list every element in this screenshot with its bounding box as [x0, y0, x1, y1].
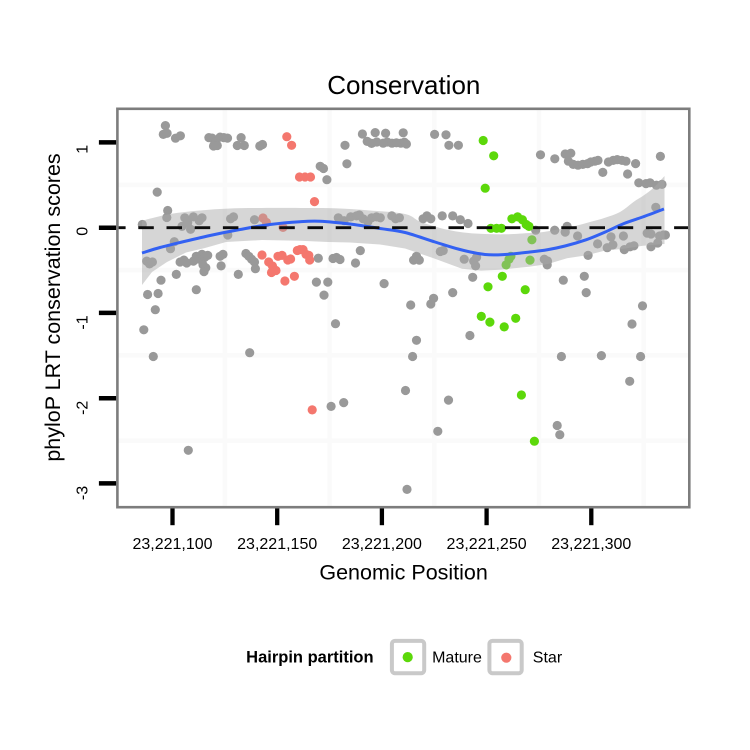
svg-text:23,221,150: 23,221,150: [237, 536, 317, 553]
svg-text:Conservation: Conservation: [327, 70, 480, 100]
svg-text:1: 1: [75, 145, 92, 154]
svg-text:Star: Star: [533, 649, 563, 666]
svg-text:phyloP LRT conservation scores: phyloP LRT conservation scores: [41, 153, 65, 461]
svg-text:-1: -1: [75, 315, 92, 329]
svg-text:-3: -3: [75, 486, 92, 500]
svg-text:-2: -2: [75, 401, 92, 415]
svg-text:Genomic Position: Genomic Position: [319, 561, 488, 585]
svg-text:23,221,250: 23,221,250: [447, 536, 527, 553]
svg-text:0: 0: [75, 227, 92, 236]
svg-text:23,221,100: 23,221,100: [132, 536, 212, 553]
svg-text:23,221,300: 23,221,300: [551, 536, 631, 553]
svg-text:Hairpin partition: Hairpin partition: [246, 648, 373, 666]
svg-text:23,221,200: 23,221,200: [342, 536, 422, 553]
svg-text:Mature: Mature: [432, 649, 482, 666]
